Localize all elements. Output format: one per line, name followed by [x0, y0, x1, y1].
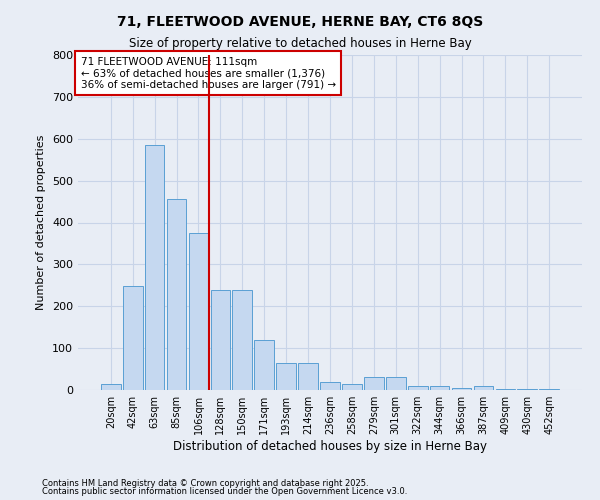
Bar	[101, 384, 121, 390]
Bar	[145, 145, 164, 390]
Bar	[276, 363, 296, 390]
Bar	[123, 286, 143, 390]
Bar	[188, 233, 208, 390]
Text: Contains HM Land Registry data © Crown copyright and database right 2025.: Contains HM Land Registry data © Crown c…	[42, 478, 368, 488]
Bar	[254, 340, 274, 390]
Bar	[473, 386, 493, 390]
Bar	[408, 386, 428, 390]
Y-axis label: Number of detached properties: Number of detached properties	[37, 135, 46, 310]
Bar	[320, 382, 340, 390]
Text: 71, FLEETWOOD AVENUE, HERNE BAY, CT6 8QS: 71, FLEETWOOD AVENUE, HERNE BAY, CT6 8QS	[117, 15, 483, 29]
Text: Contains public sector information licensed under the Open Government Licence v3: Contains public sector information licen…	[42, 487, 407, 496]
Bar	[386, 378, 406, 390]
Bar	[167, 198, 187, 390]
X-axis label: Distribution of detached houses by size in Herne Bay: Distribution of detached houses by size …	[173, 440, 487, 453]
Bar	[452, 388, 472, 390]
Bar	[364, 378, 384, 390]
Bar	[517, 389, 537, 390]
Bar	[430, 386, 449, 390]
Text: 71 FLEETWOOD AVENUE: 111sqm
← 63% of detached houses are smaller (1,376)
36% of : 71 FLEETWOOD AVENUE: 111sqm ← 63% of det…	[80, 56, 335, 90]
Bar	[342, 384, 362, 390]
Text: Size of property relative to detached houses in Herne Bay: Size of property relative to detached ho…	[128, 38, 472, 51]
Bar	[298, 363, 318, 390]
Bar	[211, 290, 230, 390]
Bar	[232, 290, 252, 390]
Bar	[539, 389, 559, 390]
Bar	[496, 389, 515, 390]
